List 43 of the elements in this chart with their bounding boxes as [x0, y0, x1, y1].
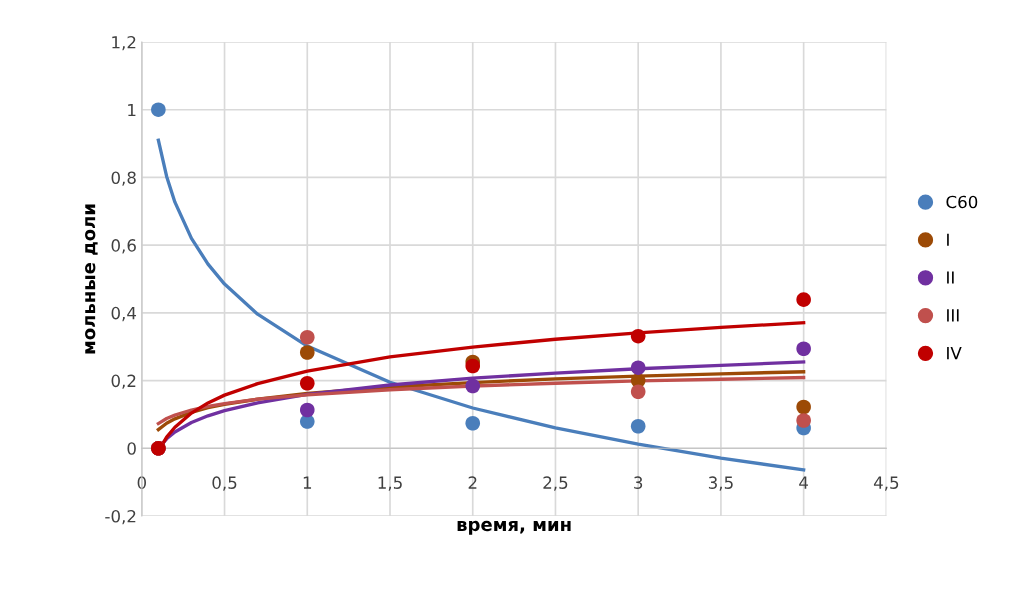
point [299, 345, 315, 360]
point [796, 413, 811, 428]
point [465, 415, 481, 431]
y-tick-label: 0 [127, 442, 136, 455]
legend-label: C60 [946, 195, 978, 209]
x-tick-label: 4 [799, 476, 809, 489]
point [465, 378, 481, 394]
point [796, 341, 811, 357]
x-tick-label: 3 [634, 476, 643, 489]
point [151, 102, 166, 118]
point [630, 328, 646, 344]
legend-label: II [947, 271, 954, 284]
y-tick-label: 0,4 [111, 306, 137, 322]
point [630, 384, 646, 400]
point [465, 358, 481, 374]
x-tick-label: 0,5 [212, 476, 237, 491]
y-tick-label: 1,2 [112, 35, 136, 51]
x-tick-label: 3,5 [708, 476, 733, 491]
y-tick-label: 0,6 [111, 239, 136, 254]
x-tick-label: 2 [468, 476, 477, 489]
x-tick-label: 0 [137, 476, 147, 489]
x-tick-label: 1,5 [378, 476, 402, 491]
point [299, 375, 315, 391]
x-axis-title: время, мин [457, 520, 571, 535]
y-tick-label: 0,8 [111, 171, 136, 186]
point [299, 329, 315, 345]
legend-label: I [947, 233, 949, 246]
x-tick-label: 1 [303, 476, 312, 489]
line-series [156, 138, 806, 472]
line-series [156, 375, 806, 426]
point [796, 399, 811, 415]
point [630, 360, 646, 375]
point [299, 402, 315, 418]
point [796, 292, 811, 307]
point [630, 418, 646, 434]
y-axis-title: мольные доли [85, 204, 98, 354]
legend-label: IV [947, 347, 962, 360]
x-tick-label: 2,5 [543, 476, 568, 491]
legend-label: III [947, 309, 959, 322]
y-tick-label: -0,2 [105, 509, 136, 525]
y-tick-label: 1 [128, 103, 136, 117]
y-tick-label: 0,2 [111, 374, 136, 389]
x-tick-label: 4,5 [873, 476, 899, 491]
